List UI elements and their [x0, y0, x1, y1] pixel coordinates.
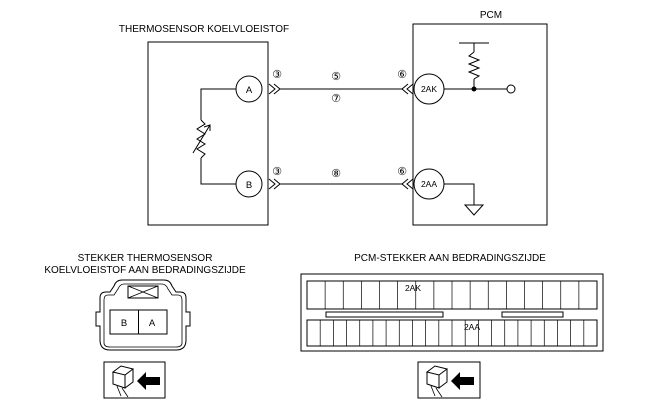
sensor-connector-cavity-a: A — [149, 318, 156, 329]
connector-body-icon — [111, 365, 135, 389]
wire-lower-label: ⑧ — [331, 167, 341, 180]
pcm-connector-key-bar-left — [325, 311, 444, 318]
pcm-signal-output-terminal-icon — [506, 84, 516, 94]
sensor-title: THERMOSENSOR KOELVLOEISTOF — [119, 24, 289, 35]
sensor-connector-latch — [127, 285, 159, 299]
view-direction-frame — [103, 361, 166, 399]
thermistor-variable-arrow-icon — [192, 124, 211, 154]
pcm-connector-cell-grid — [319, 281, 585, 346]
pcm-terminal-2ak-label: 2AK — [421, 84, 437, 94]
sensor-connector-pin-b: ③ — [272, 165, 282, 178]
pcm-connector-title: PCM-STEKKER AAN BEDRADINGSZIJDE — [354, 253, 546, 264]
sensor-connector-title-line2: KOELVLOEISTOF AAN BEDRADINGSZIJDE — [44, 265, 246, 276]
pcm-connector-pin-2aa: ⑥ — [397, 165, 407, 178]
view-direction-icon-right — [417, 361, 481, 399]
pcm-terminal-2aa-label: 2AA — [421, 179, 437, 189]
sensor-connector-cavity-b: B — [121, 318, 127, 329]
view-direction-frame — [417, 361, 481, 399]
sensor-connector-latch-cross-icon — [127, 285, 159, 299]
sensor-pin-a-circle — [235, 75, 263, 103]
sensor-pin-b-label: B — [246, 180, 252, 191]
sensor-pin-b-circle — [235, 170, 263, 198]
thermistor-wiring — [200, 88, 236, 185]
connector-wires-icon — [430, 385, 443, 398]
pcm-pullup-wiring — [459, 42, 489, 89]
view-arrow-icon — [137, 372, 160, 390]
pcm-connector-outline — [300, 273, 604, 352]
sensor-connector-b-chevron-icon — [268, 178, 281, 190]
pcm-connector-2aa-label: 2AA — [464, 322, 480, 332]
pcm-connector-pin-2ak: ⑥ — [397, 68, 407, 81]
sensor-connector-outline — [95, 279, 191, 351]
sensor-box — [147, 41, 269, 226]
pcm-connector-2ak-label: 2AK — [405, 283, 421, 293]
sensor-pin-a-label: A — [246, 85, 253, 96]
sensor-connector-a-chevron-icon — [268, 83, 281, 95]
view-arrow-icon — [451, 372, 474, 390]
wire-upper-label-1: ⑤ — [331, 70, 341, 83]
pcm-connector-key-bar-right — [501, 311, 564, 318]
ground-icon — [463, 204, 485, 216]
connector-body-icon — [425, 365, 449, 389]
pcm-box — [412, 23, 548, 226]
pcm-ground-wiring — [444, 183, 475, 205]
connector-wires-icon — [116, 385, 129, 398]
sensor-connector-inner-outline — [103, 283, 183, 348]
thermistor-resistor-icon — [196, 119, 206, 159]
pcm-connector-2aa-chevron-icon — [401, 178, 414, 190]
sensor-connector-title-line1: STEKKER THERMOSENSOR — [78, 253, 213, 264]
sensor-connector-pin-a: ③ — [272, 68, 282, 81]
pcm-connector-2ak-chevron-icon — [401, 83, 414, 95]
pcm-pullup-resistor-icon — [467, 51, 481, 80]
wire-upper-label-2: ⑦ — [331, 92, 341, 105]
pcm-title: PCM — [480, 10, 502, 21]
view-direction-icon-left — [103, 361, 166, 399]
